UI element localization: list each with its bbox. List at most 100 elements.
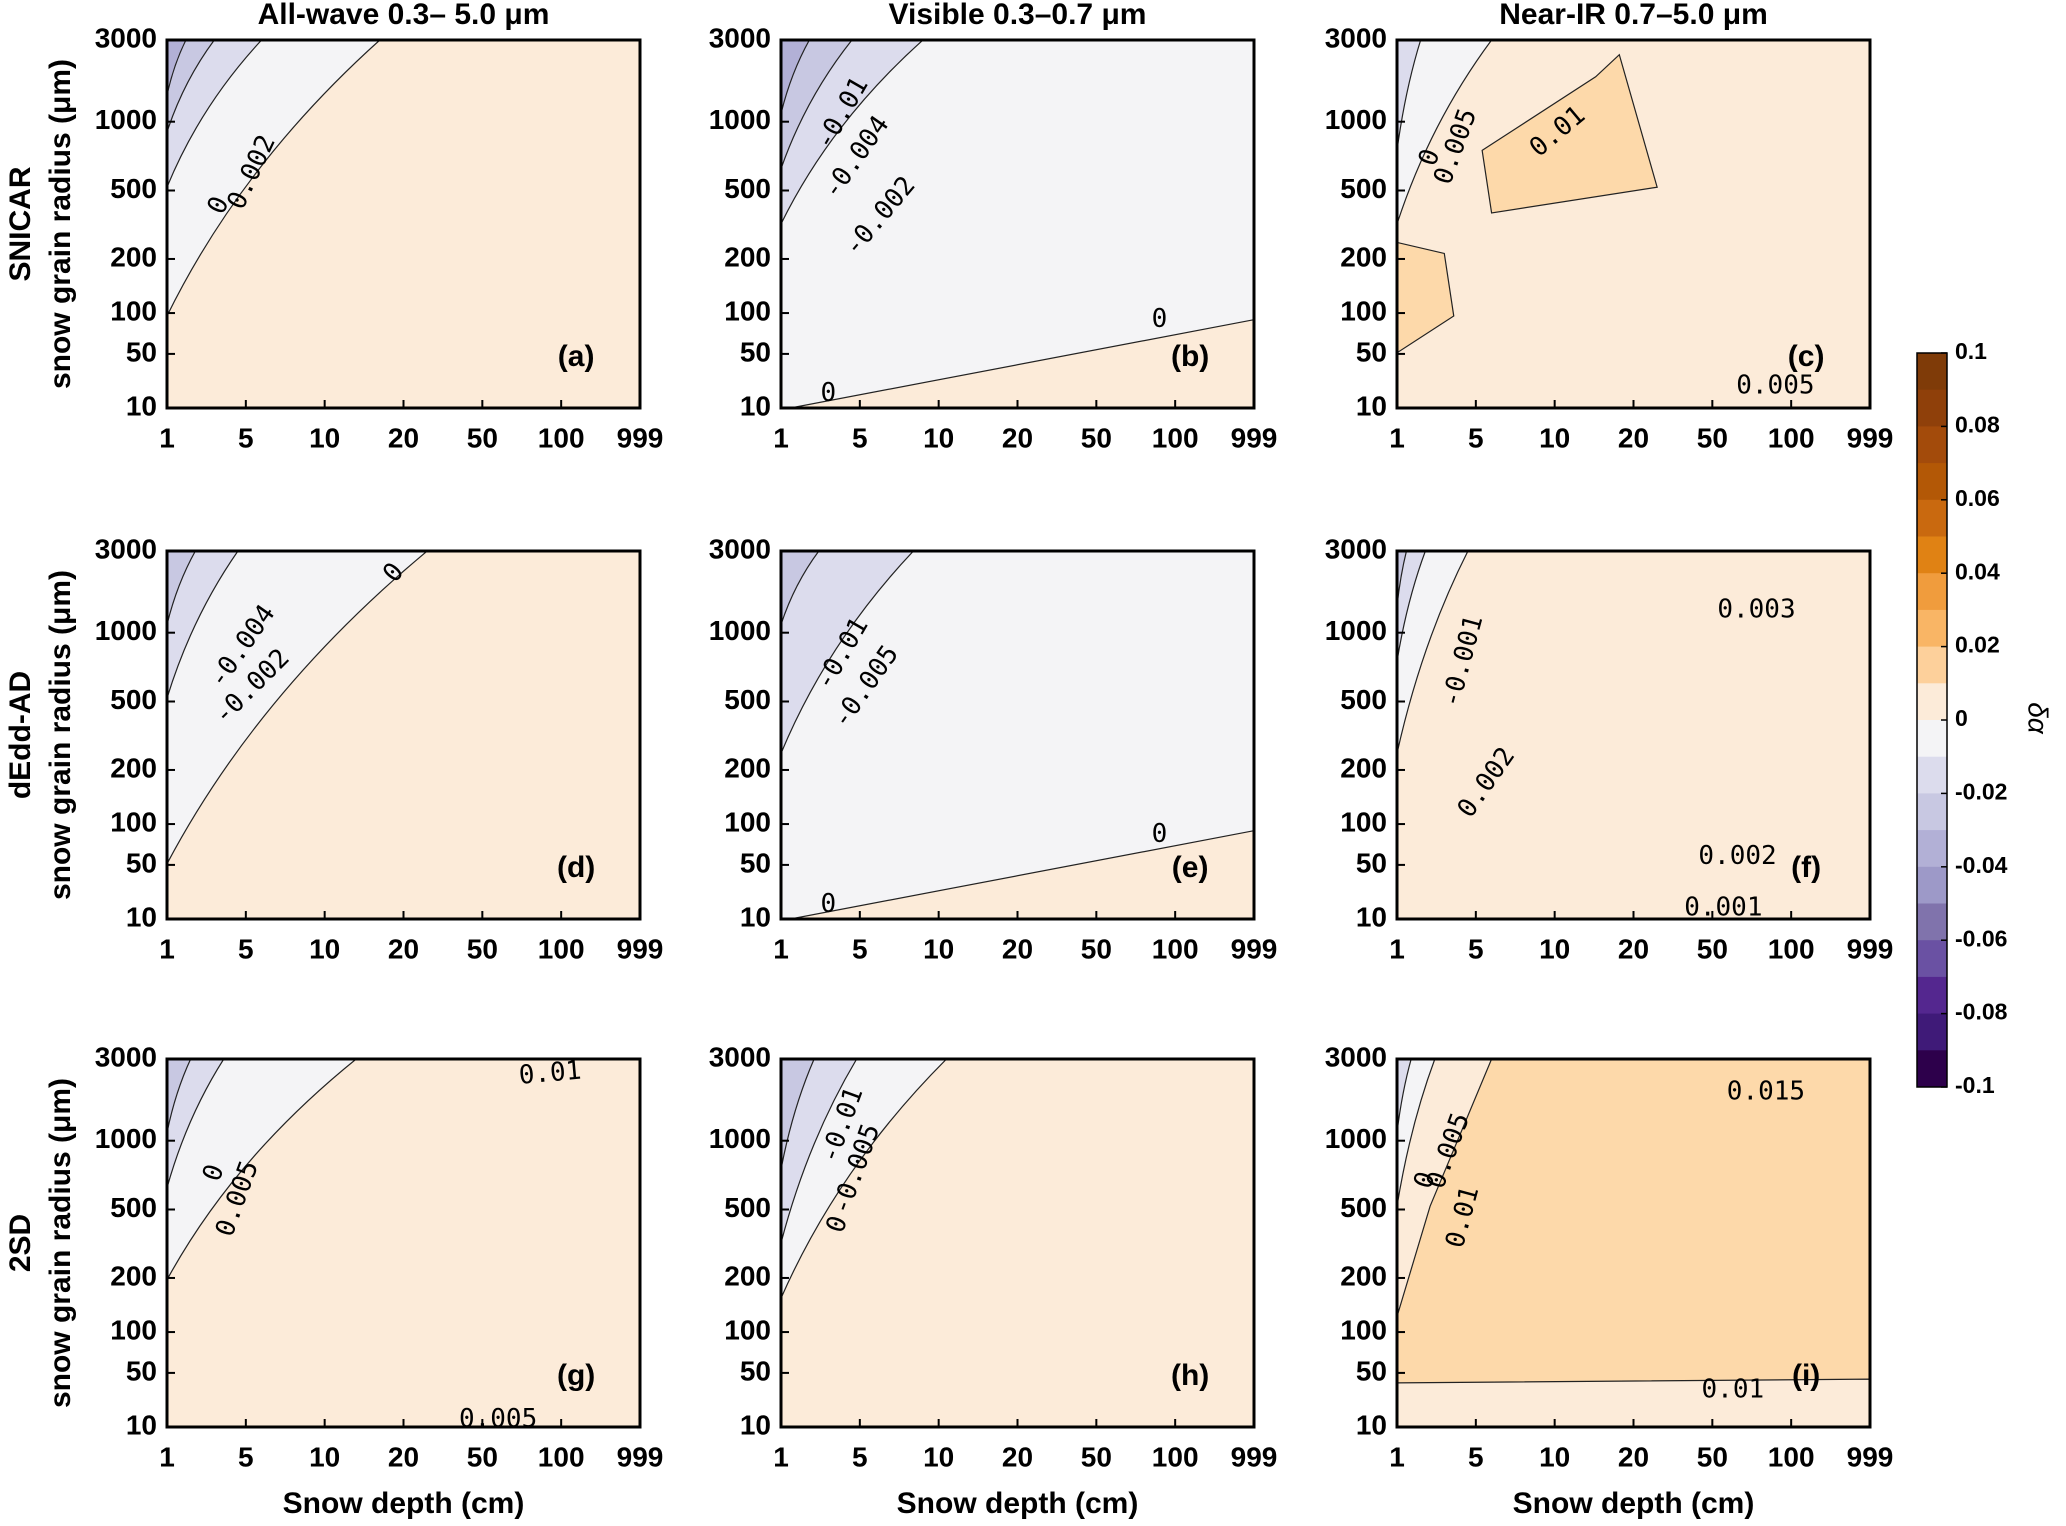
x-tick-label: 10 bbox=[309, 1441, 340, 1472]
contour-region bbox=[167, 1059, 225, 1188]
contour-region bbox=[167, 551, 429, 865]
colorbar-bin bbox=[1917, 866, 1947, 904]
y-tick-label: 500 bbox=[110, 173, 157, 204]
x-tick-label: 10 bbox=[1539, 1441, 1570, 1472]
x-tick-label: 5 bbox=[1468, 422, 1484, 453]
y-tick-label: 50 bbox=[1356, 1355, 1387, 1386]
y-tick-label: 100 bbox=[1340, 1314, 1387, 1345]
colorbar-bin bbox=[1917, 609, 1947, 648]
y-tick-label: 3000 bbox=[1325, 1041, 1387, 1072]
y-tick-label: 200 bbox=[1340, 752, 1387, 783]
panel-title: All-wave 0.3– 5.0 μm bbox=[258, 0, 550, 31]
x-tick-label: 1 bbox=[159, 933, 175, 964]
colorbar-bin bbox=[1917, 793, 1947, 831]
panel-title: Near-IR 0.7–5.0 μm bbox=[1499, 0, 1768, 31]
y-tick-label: 1000 bbox=[709, 1123, 771, 1154]
colorbar-tick-label: -0.1 bbox=[1955, 1072, 1995, 1098]
contour-label: 0.003 bbox=[1717, 594, 1795, 624]
y-tick-label: 100 bbox=[1340, 806, 1387, 837]
y-tick-label: 100 bbox=[724, 295, 771, 326]
x-tick-label: 50 bbox=[1081, 1441, 1112, 1472]
contour-region bbox=[781, 551, 915, 754]
contour-label: 0.01 bbox=[518, 1056, 583, 1091]
y-tick-label: 1000 bbox=[1325, 104, 1387, 135]
x-tick-label: 10 bbox=[923, 422, 954, 453]
x-tick-label: 20 bbox=[1618, 422, 1649, 453]
y-tick-label: 10 bbox=[1356, 1409, 1387, 1440]
y-tick-label: 10 bbox=[1356, 901, 1387, 932]
colorbar-bin bbox=[1917, 426, 1947, 464]
colorbar-tick-label: -0.08 bbox=[1955, 999, 2008, 1025]
y-tick-label: 100 bbox=[110, 1314, 157, 1345]
colorbar-bin bbox=[1917, 903, 1947, 941]
x-tick-label: 5 bbox=[1468, 933, 1484, 964]
y-tick-label: 50 bbox=[126, 336, 157, 367]
panel-label: (d) bbox=[557, 851, 595, 884]
contour-region bbox=[167, 40, 216, 133]
x-tick-label: 100 bbox=[1152, 933, 1199, 964]
panel-label: (g) bbox=[557, 1359, 595, 1392]
x-tick-label: 5 bbox=[238, 933, 254, 964]
x-tick-label: 20 bbox=[388, 422, 419, 453]
colorbar-bin bbox=[1917, 1050, 1947, 1088]
colorbar-tick-label: 0.06 bbox=[1955, 485, 2000, 511]
y-tick-label: 10 bbox=[126, 1409, 157, 1440]
plot-area bbox=[1397, 551, 1870, 919]
y-tick-label: 10 bbox=[1356, 390, 1387, 421]
y-tick-label: 50 bbox=[740, 847, 771, 878]
x-tick-label: 999 bbox=[1231, 933, 1278, 964]
x-tick-label: 100 bbox=[1152, 422, 1199, 453]
y-tick-label: 3000 bbox=[95, 1041, 157, 1072]
y-tick-label: 10 bbox=[740, 901, 771, 932]
x-tick-label: 5 bbox=[238, 422, 254, 453]
row-label: 2SD bbox=[4, 1214, 37, 1272]
y-tick-label: 1000 bbox=[95, 104, 157, 135]
colorbar-bin bbox=[1917, 389, 1947, 427]
y-tick-label: 500 bbox=[1340, 1192, 1387, 1223]
colorbar-bin bbox=[1917, 353, 1947, 391]
colorbar-bin bbox=[1917, 463, 1947, 501]
x-tick-label: 999 bbox=[1231, 1441, 1278, 1472]
y-tick-label: 200 bbox=[110, 241, 157, 272]
y-tick-label: 3000 bbox=[95, 22, 157, 53]
x-tick-label: 999 bbox=[1847, 1441, 1894, 1472]
plot-area bbox=[781, 551, 1254, 919]
y-tick-label: 3000 bbox=[1325, 22, 1387, 53]
y-tick-label: 1000 bbox=[709, 615, 771, 646]
x-tick-label: 100 bbox=[1768, 933, 1815, 964]
plot-area bbox=[167, 551, 640, 919]
colorbar-tick-label: 0 bbox=[1955, 705, 1968, 731]
contour-label: 0.01 bbox=[1702, 1375, 1765, 1405]
y-tick-label: 100 bbox=[1340, 295, 1387, 326]
x-tick-label: 10 bbox=[923, 933, 954, 964]
panel: 1 5 10 20 50 100 999 10 50 100 200 500 1000 3000 0.015… bbox=[1325, 1041, 1894, 1520]
plot-area bbox=[781, 40, 1254, 408]
contour-region bbox=[1397, 1059, 1436, 1207]
x-tick-label: 50 bbox=[1697, 422, 1728, 453]
y-tick-label: 3000 bbox=[709, 22, 771, 53]
contour-label: 0.005 bbox=[459, 1404, 537, 1434]
colorbar-bin bbox=[1917, 1013, 1947, 1051]
background bbox=[1397, 551, 1870, 919]
colorbar-tick-label: -0.06 bbox=[1955, 925, 2007, 951]
contour-label: 0.005 bbox=[1736, 370, 1814, 400]
colorbar-tick-label: -0.02 bbox=[1955, 778, 2007, 804]
panel: 1 5 10 20 50 100 999105010020050010003000-0.01… bbox=[709, 1041, 1278, 1520]
y-tick-label: 500 bbox=[1340, 684, 1387, 715]
y-tick-label: 500 bbox=[724, 173, 771, 204]
y-tick-label: 200 bbox=[1340, 241, 1387, 272]
panel: 1 5 10 20 50 100 999 10 50 100 200 500 1000 3000 0.003… bbox=[1325, 533, 1894, 964]
x-tick-label: 100 bbox=[1768, 422, 1815, 453]
contour-label: 0.001 bbox=[1684, 892, 1762, 922]
colorbar-tick-label: 0.1 bbox=[1955, 338, 1987, 364]
y-tick-label: 200 bbox=[110, 752, 157, 783]
x-tick-label: 20 bbox=[1002, 422, 1033, 453]
colorbar-bin bbox=[1917, 720, 1947, 758]
y-tick-label: 50 bbox=[740, 1355, 771, 1386]
y-tick-label: 200 bbox=[724, 752, 771, 783]
plot-area bbox=[167, 1059, 640, 1427]
contour-label: 0 bbox=[1152, 819, 1168, 849]
y-tick-label: 50 bbox=[126, 1355, 157, 1386]
y-tick-label: 1000 bbox=[709, 104, 771, 135]
y-tick-label: 1000 bbox=[1325, 615, 1387, 646]
